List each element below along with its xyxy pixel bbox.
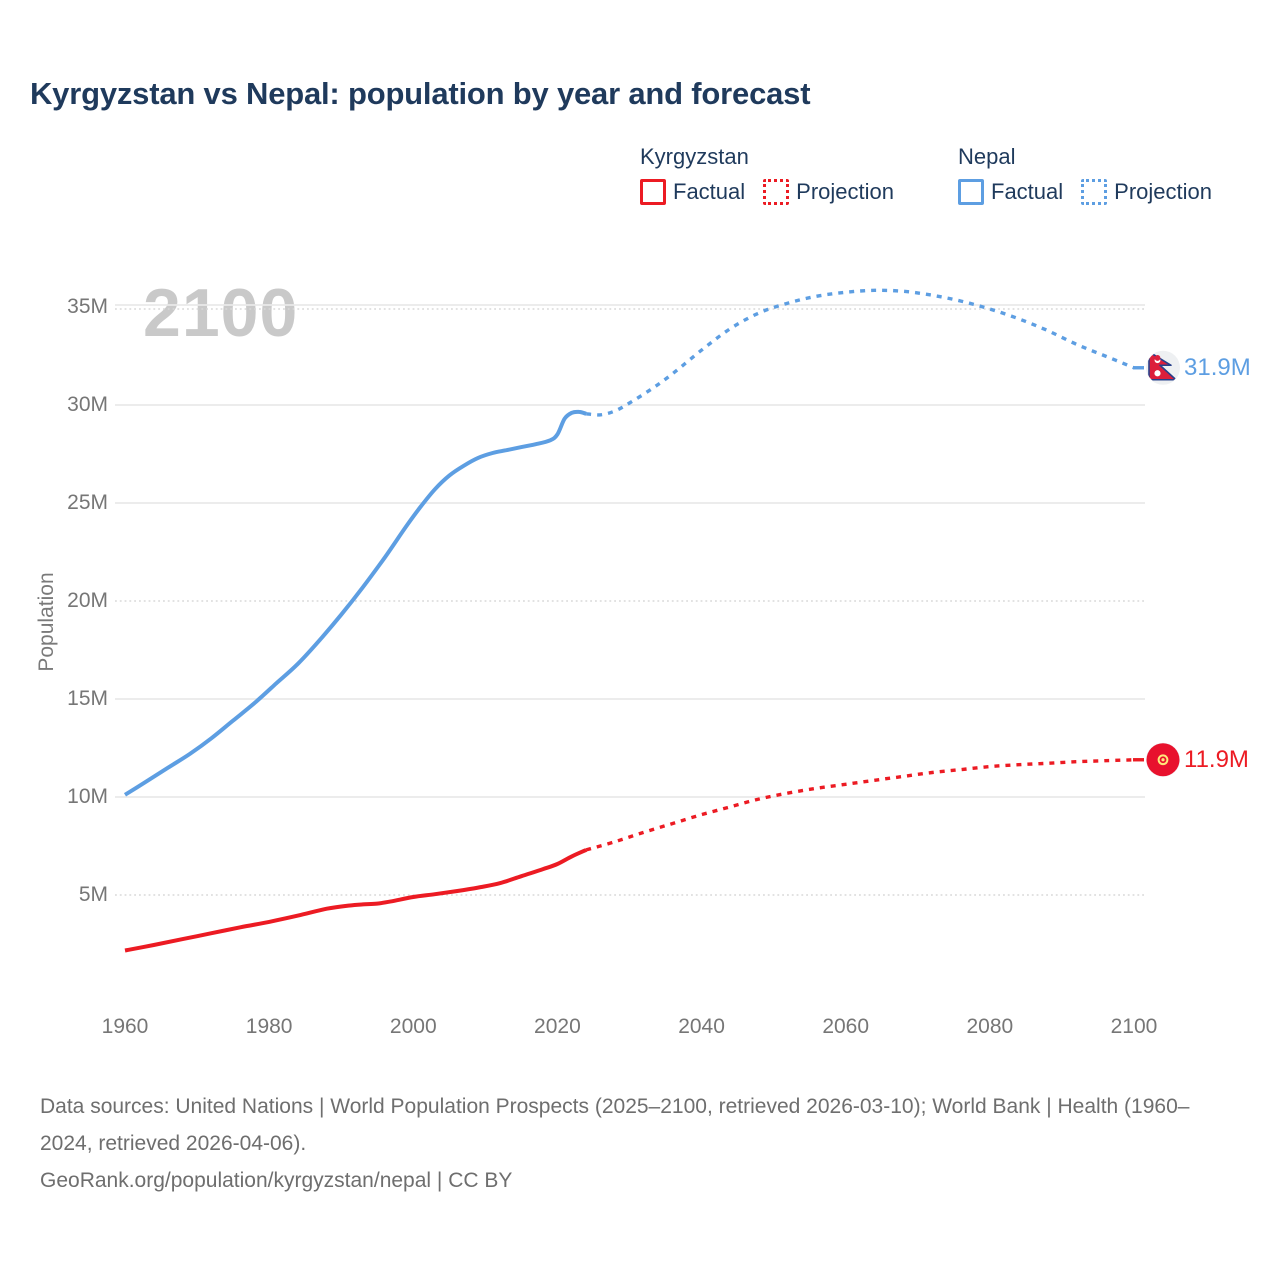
x-tick-label-1980: 1980 bbox=[245, 1015, 293, 1038]
kyrgyzstan-projection-swatch bbox=[763, 179, 790, 205]
legend-item-kyrgyzstan-projection[interactable]: Projection bbox=[763, 179, 894, 205]
attribution-line: GeoRank.org/population/kyrgyzstan/nepal … bbox=[40, 1169, 513, 1192]
legend-item-label: Projection bbox=[1114, 179, 1212, 204]
y-tick-label-30M: 30M bbox=[67, 393, 108, 416]
y-tick-label-25M: 25M bbox=[67, 491, 108, 514]
x-tick-label-2000: 2000 bbox=[389, 1015, 437, 1038]
data-sources: Data sources: United Nations | World Pop… bbox=[40, 1088, 1215, 1199]
y-tick-label-35M: 35M bbox=[67, 295, 108, 318]
x-tick-label-2020: 2020 bbox=[534, 1015, 581, 1038]
kyrgyzstan-factual-line[interactable] bbox=[124, 848, 588, 953]
y-tick-label-10M: 10M bbox=[67, 785, 108, 808]
legend-item-nepal-projection[interactable]: Projection bbox=[1081, 179, 1212, 205]
kyrgyzstan-factual-swatch bbox=[640, 179, 666, 205]
nepal-factual-swatch bbox=[958, 179, 984, 205]
legend-item-kyrgyzstan-factual[interactable]: Factual bbox=[640, 179, 745, 205]
x-tick-label-1960: 1960 bbox=[101, 1015, 149, 1038]
page-title: Kyrgyzstan vs Nepal: population by year … bbox=[30, 76, 811, 111]
x-tick-label-2060: 2060 bbox=[822, 1015, 870, 1038]
x-tick-label-2100: 2100 bbox=[1110, 1015, 1158, 1038]
x-tick-label-2040: 2040 bbox=[678, 1015, 725, 1038]
nepal-end-label: 31.9M bbox=[1184, 353, 1251, 381]
data-sources-line: Data sources: United Nations | World Pop… bbox=[40, 1095, 1190, 1155]
legend-item-label: Factual bbox=[991, 179, 1064, 204]
nepal-projection-line[interactable] bbox=[586, 288, 1135, 417]
y-tick-label-20M: 20M bbox=[67, 589, 108, 612]
legend-group-title: Kyrgyzstan bbox=[640, 144, 749, 169]
nepal-factual-line[interactable] bbox=[123, 409, 587, 797]
legend-group-nepal: Nepal Factual Projection bbox=[958, 144, 1212, 205]
kyrgyzstan-end-label: 11.9M bbox=[1184, 745, 1249, 773]
legend-item-label: Projection bbox=[796, 179, 894, 204]
legend-group-title: Nepal bbox=[958, 144, 1016, 169]
legend-item-nepal-factual[interactable]: Factual bbox=[958, 179, 1063, 205]
legend-group-kyrgyzstan: Kyrgyzstan Factual Projection bbox=[640, 144, 894, 205]
y-tick-label-5M: 5M bbox=[78, 883, 108, 906]
x-tick-label-2080: 2080 bbox=[966, 1015, 1014, 1038]
kyrgyzstan-flag-marker[interactable] bbox=[1133, 742, 1180, 777]
nepal-projection-swatch bbox=[1081, 179, 1108, 205]
legend-item-label: Factual bbox=[673, 179, 746, 204]
nepal-flag-marker[interactable] bbox=[1133, 350, 1180, 385]
kyrgyzstan-projection-line[interactable] bbox=[585, 758, 1135, 852]
y-tick-label-15M: 15M bbox=[67, 687, 108, 710]
watermark-year: 2100 bbox=[143, 275, 299, 351]
